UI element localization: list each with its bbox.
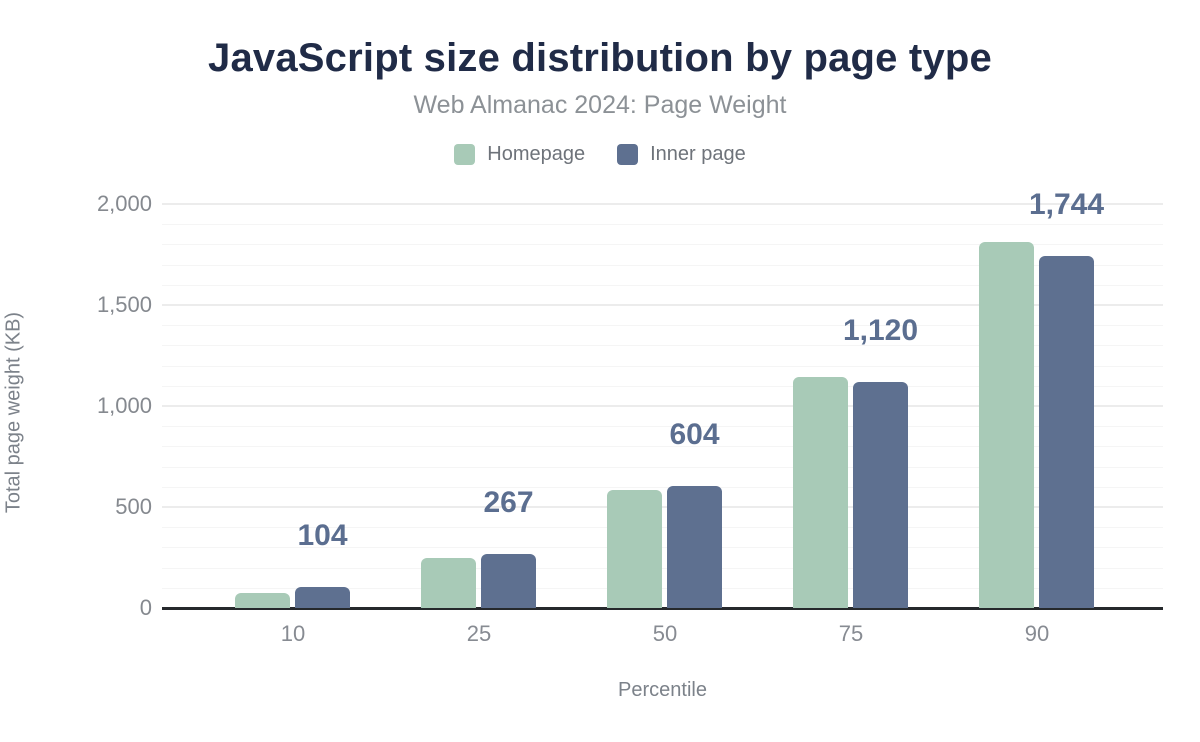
x-tick-label: 50	[652, 621, 678, 646]
bar-homepage-p25	[421, 557, 476, 608]
chart-title: JavaScript size distribution by page typ…	[208, 36, 992, 80]
y-tick-label: 2,000	[96, 191, 152, 216]
gridline-major	[162, 506, 1163, 508]
data-label-inner-page-p10: 104	[297, 519, 348, 552]
x-tick-label: 10	[280, 621, 306, 646]
gridline-major	[162, 203, 1163, 205]
legend-swatch-homepage-icon	[454, 144, 476, 165]
gridline-minor	[162, 325, 1163, 327]
bar-homepage-p75	[793, 376, 848, 608]
gridline-minor	[162, 264, 1163, 266]
gridline-minor	[162, 244, 1163, 246]
y-tick-label: 0	[139, 595, 152, 620]
gridline-minor	[162, 284, 1163, 286]
gridline-minor	[162, 345, 1163, 347]
gridline-minor	[162, 547, 1163, 549]
gridline-minor	[162, 365, 1163, 367]
bar-inner-page-p25	[481, 554, 536, 608]
x-tick-label: 25	[466, 621, 492, 646]
x-axis-line	[162, 607, 1163, 610]
legend: Homepage Inner page	[0, 143, 1200, 166]
gridline-minor	[162, 446, 1163, 448]
data-label-inner-page-p50: 604	[669, 418, 720, 451]
x-tick-label: 90	[1024, 621, 1050, 646]
bar-homepage-p10	[235, 592, 290, 608]
legend-label-inner-page: Inner page	[650, 143, 746, 165]
gridline-minor	[162, 567, 1163, 569]
legend-swatch-inner-page-icon	[617, 144, 639, 165]
gridline-minor	[162, 426, 1163, 428]
gridline-minor	[162, 486, 1163, 488]
x-tick-label: 75	[838, 621, 864, 646]
y-tick-label: 500	[115, 494, 152, 519]
gridline-minor	[162, 466, 1163, 468]
chart-subtitle: Web Almanac 2024: Page Weight	[413, 91, 787, 119]
gridline-major	[162, 405, 1163, 407]
gridline-minor	[162, 385, 1163, 387]
legend-label-homepage: Homepage	[487, 143, 586, 165]
data-label-inner-page-p25: 267	[483, 486, 534, 520]
y-tick-label: 1,000	[96, 393, 152, 418]
bar-inner-page-p50	[667, 486, 722, 608]
gridline-major	[162, 304, 1163, 306]
bar-inner-page-p10	[295, 587, 350, 608]
x-axis-title: Percentile	[618, 679, 707, 701]
bar-inner-page-p75	[853, 381, 908, 608]
legend-item-inner-page: Inner page	[617, 143, 746, 166]
bar-inner-page-p90	[1039, 255, 1094, 608]
gridline-minor	[162, 224, 1163, 226]
bar-homepage-p50	[607, 489, 662, 608]
gridline-minor	[162, 587, 1163, 589]
legend-item-homepage: Homepage	[454, 143, 585, 166]
plot-area: 104 267 604 1,120 1,744	[162, 189, 1163, 610]
bar-homepage-p90	[979, 242, 1034, 608]
data-label-inner-page-p75: 1,120	[842, 313, 919, 347]
data-label-inner-page-p90: 1,744	[1028, 187, 1105, 221]
y-tick-label: 1,500	[96, 292, 152, 317]
gridline-minor	[162, 527, 1163, 529]
